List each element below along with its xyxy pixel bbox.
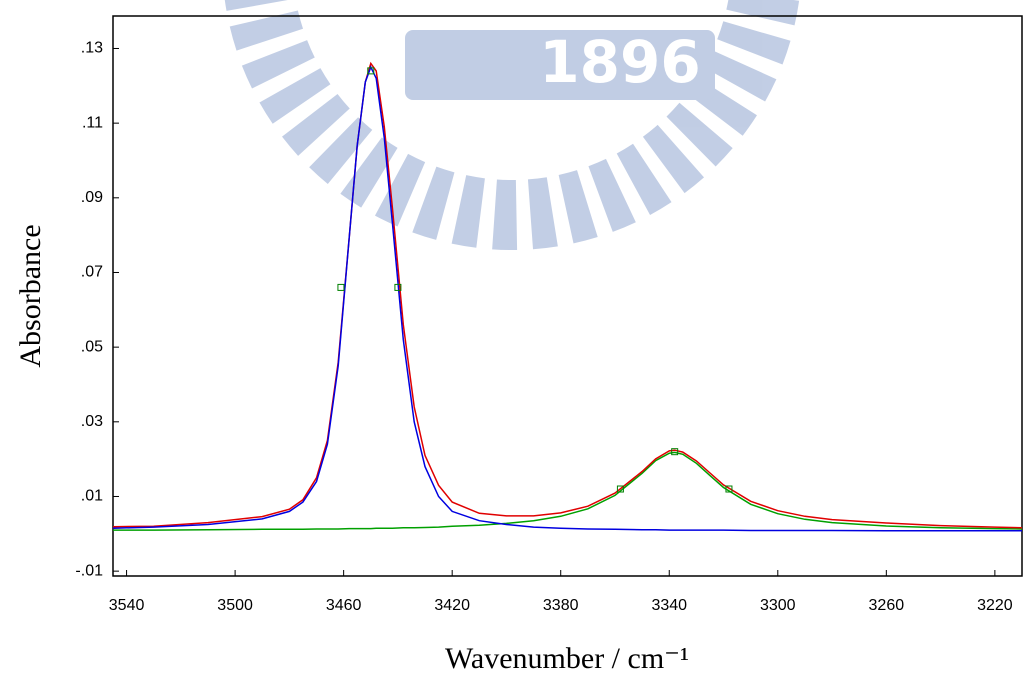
x-tick-label: 3220 xyxy=(977,597,1013,614)
y-axis-label: Absorbance xyxy=(14,224,47,367)
spectrum-line xyxy=(113,451,1023,531)
y-tick-label: .09 xyxy=(81,189,103,206)
y-tick-label: .03 xyxy=(81,413,103,430)
watermark-badge xyxy=(405,30,715,100)
watermark: 1896 xyxy=(224,0,800,250)
watermark-ring xyxy=(224,0,800,250)
peak-marker xyxy=(367,67,375,75)
peak-marker xyxy=(671,448,679,456)
x-tick-label: 3540 xyxy=(109,597,145,614)
y-tick-label: .11 xyxy=(82,114,103,131)
peak-marker xyxy=(337,283,345,291)
x-tick-label: 3380 xyxy=(543,597,579,614)
spectrum-line xyxy=(112,65,1022,532)
y-tick-label: .01 xyxy=(81,488,103,505)
peak-marker xyxy=(616,485,624,493)
spectrum-line xyxy=(112,61,1023,529)
y-tick-label: .13 xyxy=(81,40,103,57)
plot-frame xyxy=(112,15,1023,577)
y-tick-label: -.01 xyxy=(75,562,103,579)
x-tick-label: 3420 xyxy=(434,597,470,614)
x-tick-label: 3260 xyxy=(869,597,905,614)
peak-marker xyxy=(725,485,733,493)
x-tick-label: 3460 xyxy=(326,597,362,614)
y-tick-label: .07 xyxy=(81,264,103,281)
y-tick-label: .05 xyxy=(81,338,103,355)
watermark-text: 1896 xyxy=(539,28,700,96)
x-tick-label: 3300 xyxy=(760,597,796,614)
peak-marker xyxy=(394,283,402,291)
x-tick-label: 3340 xyxy=(651,597,687,614)
x-tick-label: 3500 xyxy=(217,597,253,614)
x-axis-label: Wavenumber / cm⁻¹ xyxy=(445,642,689,675)
